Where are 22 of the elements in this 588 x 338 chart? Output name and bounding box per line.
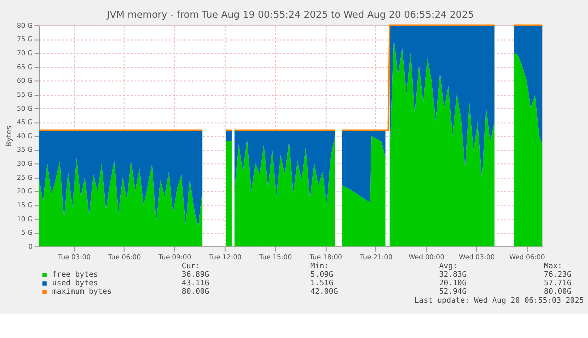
text: 43.11G xyxy=(182,278,210,288)
legend-label: free bytes xyxy=(52,270,98,280)
text: Avg: xyxy=(439,262,458,270)
text: Last update: Wed Aug 20 06:55:03 2025 xyxy=(414,296,584,305)
text: 57.71G xyxy=(544,278,572,288)
text: Cur: xyxy=(182,262,200,270)
text: 32.83G xyxy=(439,270,468,280)
text: Min: xyxy=(310,262,330,270)
chart-title: JVM memory - from Tue Aug 19 00:55:24 2025 to Wed Aug 20 06:55:24 2025 xyxy=(106,10,474,21)
text: 76.23G xyxy=(544,270,572,280)
legend-label: maximum bytes xyxy=(52,287,112,296)
text: 80.00G xyxy=(544,287,572,296)
y-axis-title: Bytes xyxy=(4,126,14,148)
text: 80.00G xyxy=(182,287,210,296)
text: 20.10G xyxy=(439,278,468,288)
text: 42.00G xyxy=(310,287,339,296)
text: Max: xyxy=(544,262,562,270)
text: 1.51G xyxy=(310,278,334,288)
text: 52.94G xyxy=(439,287,468,296)
text: 36.89G xyxy=(182,270,210,280)
legend-label: used bytes xyxy=(52,278,98,288)
text: 5.09G xyxy=(310,270,334,280)
